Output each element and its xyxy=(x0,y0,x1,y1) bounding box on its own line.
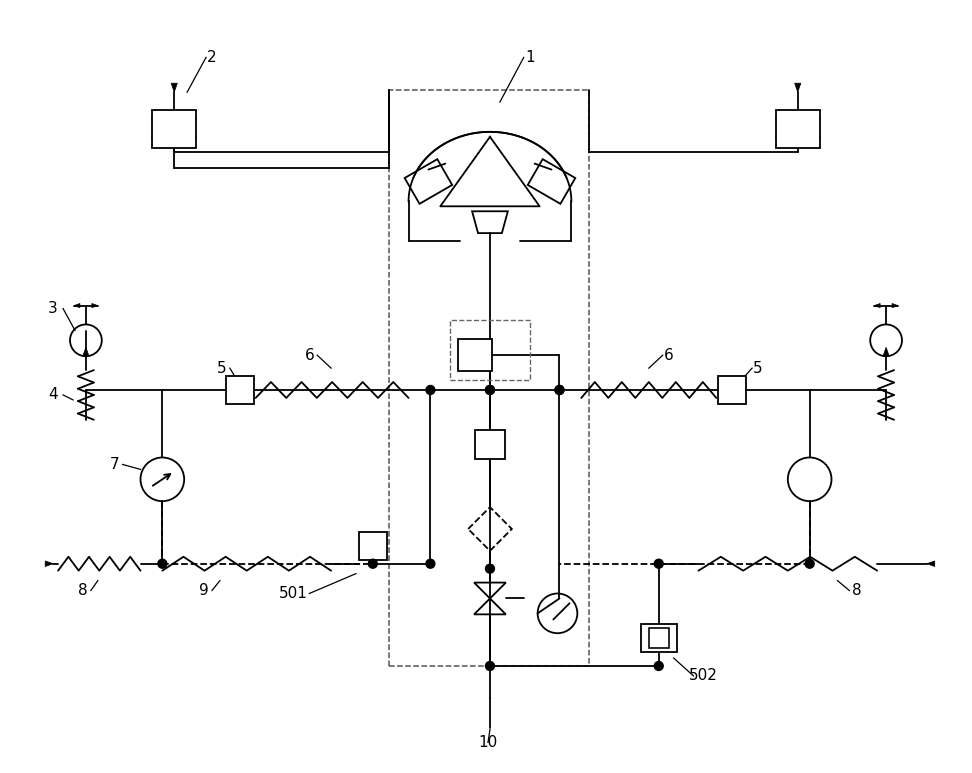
Circle shape xyxy=(654,662,663,670)
Text: 2: 2 xyxy=(207,50,217,65)
Circle shape xyxy=(426,559,434,568)
Text: 8: 8 xyxy=(852,583,862,598)
Text: 6: 6 xyxy=(304,348,314,363)
Polygon shape xyxy=(795,83,801,92)
Bar xyxy=(641,625,677,652)
Circle shape xyxy=(555,386,564,394)
Circle shape xyxy=(426,386,434,394)
Text: 1: 1 xyxy=(525,50,535,65)
Bar xyxy=(718,376,746,404)
Polygon shape xyxy=(892,304,898,308)
Polygon shape xyxy=(45,561,53,567)
Circle shape xyxy=(368,559,377,568)
Bar xyxy=(776,110,819,148)
Text: 9: 9 xyxy=(199,583,209,598)
Text: 501: 501 xyxy=(279,586,308,601)
Polygon shape xyxy=(874,304,881,308)
Polygon shape xyxy=(83,347,89,356)
Circle shape xyxy=(485,386,495,394)
Text: 6: 6 xyxy=(664,348,674,363)
Bar xyxy=(475,430,504,459)
Bar xyxy=(450,321,530,380)
Circle shape xyxy=(157,559,167,568)
Polygon shape xyxy=(74,304,80,308)
Bar xyxy=(649,628,669,648)
Circle shape xyxy=(654,559,663,568)
Circle shape xyxy=(485,564,495,573)
Polygon shape xyxy=(927,561,935,567)
Text: 5: 5 xyxy=(217,361,226,376)
Bar xyxy=(458,339,492,371)
Text: 3: 3 xyxy=(49,301,58,316)
Polygon shape xyxy=(171,83,177,92)
Text: 10: 10 xyxy=(478,735,498,750)
Bar xyxy=(226,376,254,404)
Polygon shape xyxy=(883,347,889,356)
Text: 502: 502 xyxy=(689,669,718,683)
Text: 7: 7 xyxy=(110,457,120,472)
Bar xyxy=(389,90,589,666)
Bar xyxy=(153,110,196,148)
Circle shape xyxy=(485,386,495,394)
Text: 5: 5 xyxy=(753,361,763,376)
Polygon shape xyxy=(91,304,98,308)
Text: 8: 8 xyxy=(78,583,87,598)
Circle shape xyxy=(805,559,815,568)
Text: 4: 4 xyxy=(49,387,58,403)
Bar xyxy=(359,532,387,560)
Circle shape xyxy=(555,386,564,394)
Circle shape xyxy=(485,662,495,670)
